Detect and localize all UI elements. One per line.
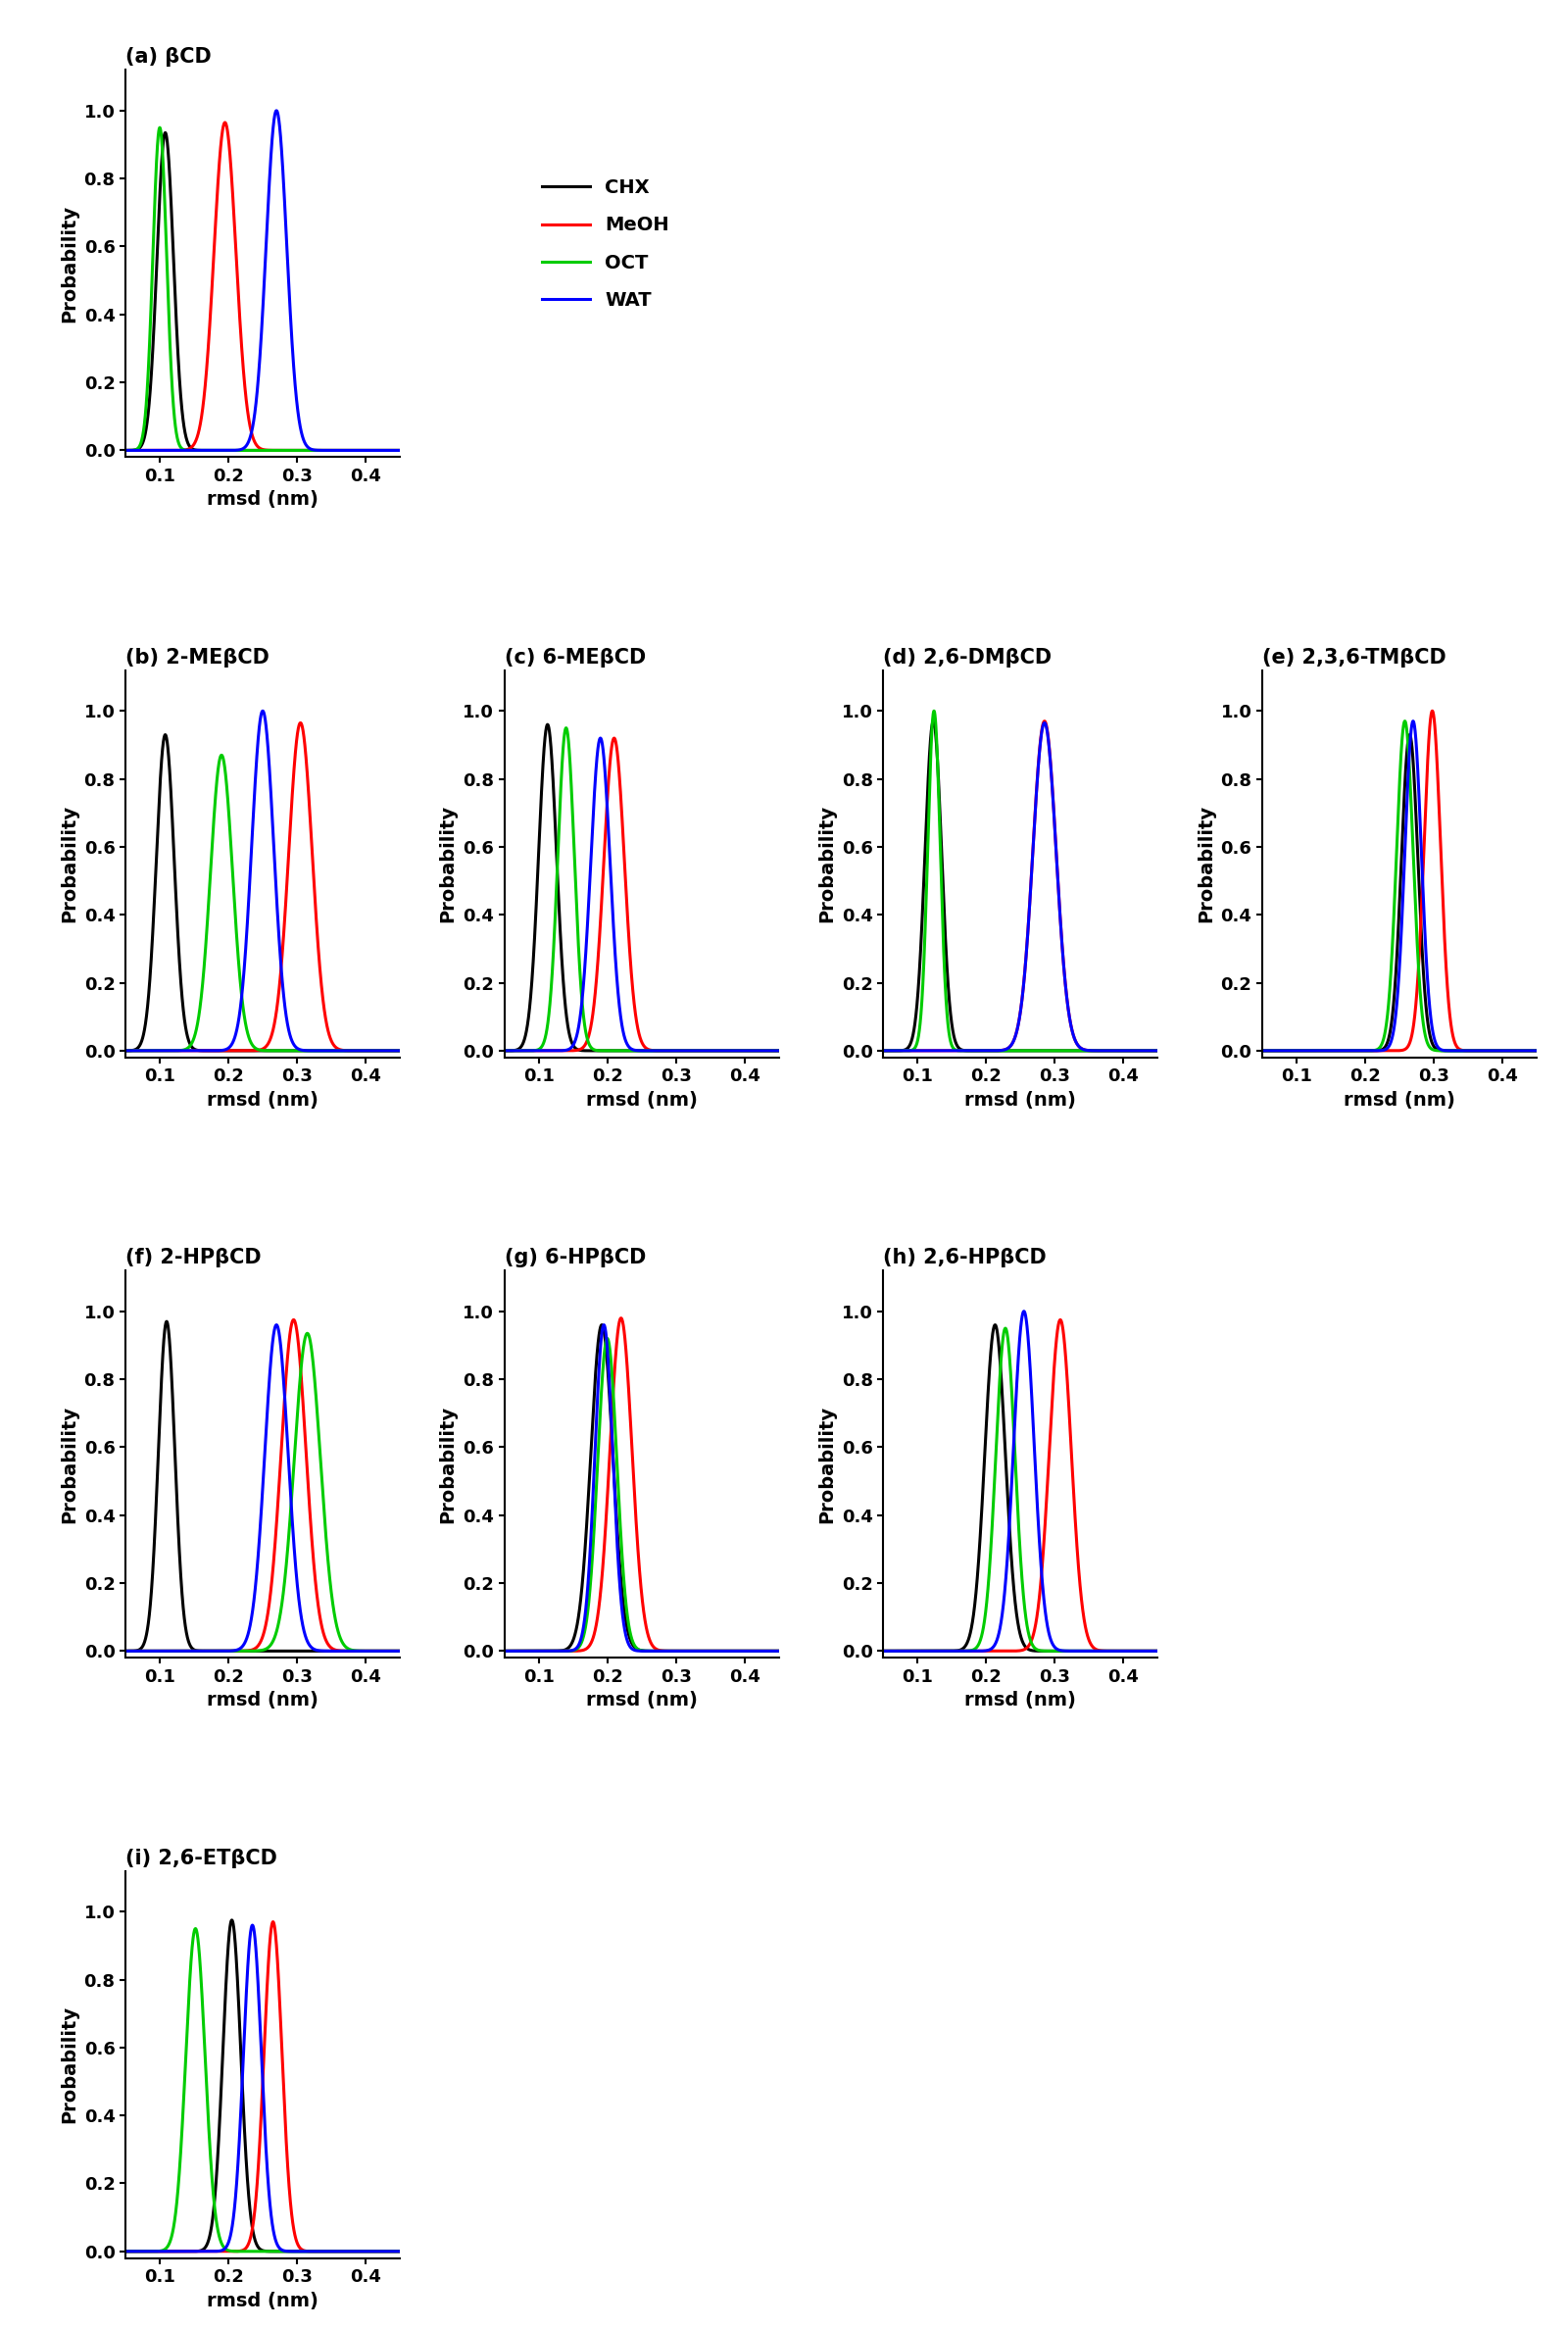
X-axis label: rmsd (nm): rmsd (nm) — [964, 1092, 1076, 1110]
X-axis label: rmsd (nm): rmsd (nm) — [207, 2291, 318, 2309]
Text: (g) 6-HPβCD: (g) 6-HPβCD — [505, 1248, 646, 1269]
Y-axis label: Probability: Probability — [60, 805, 78, 922]
Text: (h) 2,6-HPβCD: (h) 2,6-HPβCD — [883, 1248, 1046, 1269]
Y-axis label: Probability: Probability — [439, 805, 458, 922]
Y-axis label: Probability: Probability — [439, 1406, 458, 1523]
X-axis label: rmsd (nm): rmsd (nm) — [586, 1092, 698, 1110]
X-axis label: rmsd (nm): rmsd (nm) — [207, 1690, 318, 1709]
Y-axis label: Probability: Probability — [817, 805, 836, 922]
Y-axis label: Probability: Probability — [60, 2007, 78, 2123]
X-axis label: rmsd (nm): rmsd (nm) — [207, 491, 318, 510]
Y-axis label: Probability: Probability — [1196, 805, 1215, 922]
X-axis label: rmsd (nm): rmsd (nm) — [586, 1690, 698, 1709]
Y-axis label: Probability: Probability — [817, 1406, 836, 1523]
Text: (c) 6-MEβCD: (c) 6-MEβCD — [505, 647, 646, 668]
Text: (i) 2,6-ETβCD: (i) 2,6-ETβCD — [125, 1848, 278, 1867]
X-axis label: rmsd (nm): rmsd (nm) — [964, 1690, 1076, 1709]
X-axis label: rmsd (nm): rmsd (nm) — [1344, 1092, 1455, 1110]
Text: (f) 2-HPβCD: (f) 2-HPβCD — [125, 1248, 262, 1269]
Text: (a) βCD: (a) βCD — [125, 47, 212, 68]
Text: (e) 2,3,6-TMβCD: (e) 2,3,6-TMβCD — [1262, 647, 1446, 668]
Y-axis label: Probability: Probability — [60, 1406, 78, 1523]
Y-axis label: Probability: Probability — [60, 205, 78, 321]
Text: (d) 2,6-DMβCD: (d) 2,6-DMβCD — [883, 647, 1052, 668]
Legend: CHX, MeOH, OCT, WAT: CHX, MeOH, OCT, WAT — [535, 170, 677, 317]
Text: (b) 2-MEβCD: (b) 2-MEβCD — [125, 647, 270, 668]
X-axis label: rmsd (nm): rmsd (nm) — [207, 1092, 318, 1110]
